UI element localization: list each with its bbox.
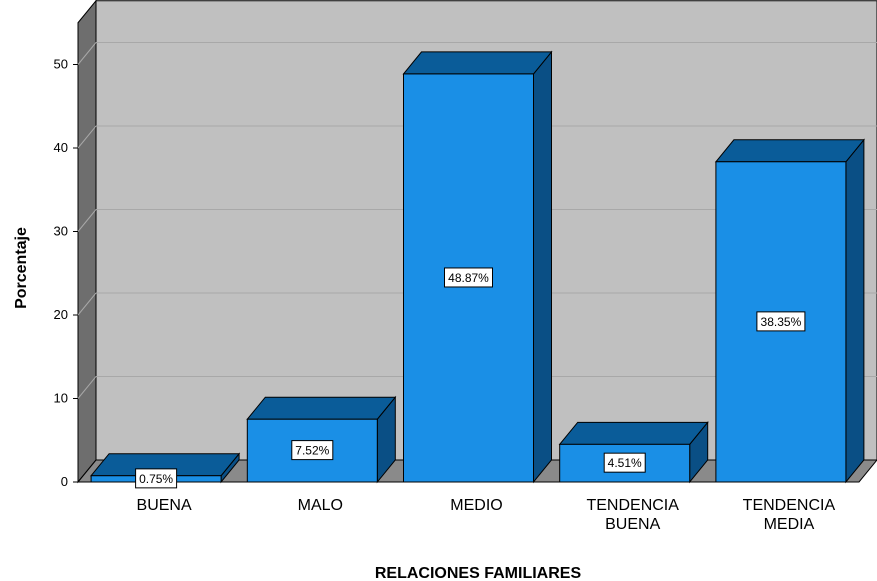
y-tick-label: 50: [54, 57, 68, 72]
bar: 4.51%: [558, 420, 709, 484]
x-category-label: MALO: [298, 497, 343, 514]
data-label: 4.51%: [608, 456, 642, 470]
y-tick-label: 10: [54, 391, 68, 406]
y-tick-label: 40: [54, 140, 68, 155]
gridline-side: [77, 376, 97, 399]
data-label-box: [444, 267, 493, 288]
y-axis-title: Porcentaje: [13, 227, 30, 309]
x-category-label: TENDENCIA: [586, 497, 679, 514]
y-tick-label: 0: [61, 474, 68, 489]
x-category-label: BUENA: [605, 516, 660, 533]
x-axis-categories: BUENA MALO MEDIO TENDENCIA BUENA TENDENCIA MED…: [137, 497, 836, 533]
x-axis-title: RELACIONES FAMILIARES: [375, 565, 582, 581]
data-label: 48.87%: [448, 271, 489, 285]
data-label: 7.52%: [295, 444, 329, 458]
gridline-side: [77, 292, 97, 316]
bar: 7.52%: [246, 395, 397, 484]
gridline-side: [77, 209, 97, 232]
data-label-box: [135, 468, 178, 489]
data-label: 38.35%: [761, 315, 802, 329]
x-category-label: BUENA: [137, 497, 192, 514]
data-label: 0.75%: [139, 472, 173, 486]
bars: 0.75% 7.52% 48.87% 4.51% 38.35%: [90, 50, 865, 489]
x-category-label: MEDIO: [450, 497, 502, 514]
gridline-side: [77, 125, 97, 149]
bar-top: [246, 396, 397, 420]
bar: 48.87%: [402, 50, 553, 484]
y-axis-ticks: 0 10 20 30 40 50: [54, 57, 78, 489]
bar-top: [558, 421, 709, 445]
x-category-label: MEDIA: [764, 516, 815, 533]
bar-top: [714, 139, 865, 163]
bar-top: [402, 51, 553, 75]
x-category-label: TENDENCIA: [743, 497, 836, 514]
y-tick-label: 30: [54, 224, 68, 239]
data-label-box: [756, 311, 806, 332]
bar-side: [533, 50, 552, 484]
data-label-box: [291, 440, 334, 461]
data-label-box: [603, 452, 646, 473]
y-tick-label: 20: [54, 307, 68, 322]
bar: 0.75%: [90, 452, 241, 489]
bar-side: [845, 138, 865, 484]
gridline-side: [77, 42, 97, 65]
side-wall: [77, 0, 97, 484]
bar: 38.35%: [714, 138, 865, 484]
